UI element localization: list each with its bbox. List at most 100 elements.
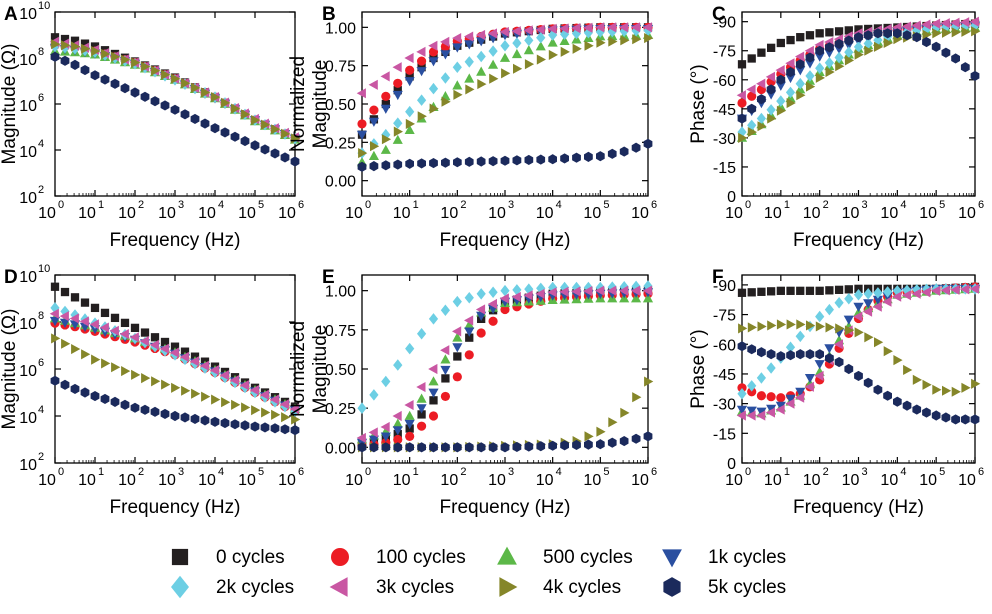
x-tick-label: 10 <box>393 472 411 489</box>
data-point <box>854 370 863 381</box>
x-tick-exponent: 3 <box>178 466 184 478</box>
data-point <box>291 133 301 144</box>
legend-item: 3k cycles <box>329 577 454 598</box>
data-point <box>160 337 170 347</box>
series-group <box>356 22 654 172</box>
panel-c: C10 0 10 1 10 2 10 3 10 4 10 5 10 60-15-30-45-60-75-9… <box>688 4 984 251</box>
x-tick-exponent: 2 <box>460 199 466 211</box>
data-point <box>161 379 171 390</box>
data-point <box>369 442 379 453</box>
data-point <box>524 283 534 295</box>
data-point <box>100 308 110 318</box>
data-point <box>416 56 427 66</box>
x-tick-label: 10 <box>238 205 256 222</box>
data-point <box>405 72 414 81</box>
data-point <box>941 47 951 58</box>
data-point <box>357 161 367 172</box>
data-point <box>140 404 150 415</box>
data-point <box>824 303 834 316</box>
data-point <box>121 54 131 65</box>
data-point <box>210 123 220 134</box>
data-point <box>548 281 558 294</box>
data-point <box>90 391 100 402</box>
data-point <box>815 349 824 360</box>
x-tick-exponent: 4 <box>900 466 906 478</box>
data-point <box>796 319 806 330</box>
data-point <box>81 349 91 360</box>
data-point <box>595 22 605 33</box>
data-point <box>499 293 509 304</box>
data-point <box>960 17 970 28</box>
data-point <box>70 309 80 321</box>
data-point <box>240 136 250 147</box>
data-point <box>824 344 835 354</box>
data-point <box>901 21 911 32</box>
x-tick-exponent: 5 <box>939 199 945 211</box>
data-point <box>464 327 475 337</box>
y-tick-exponent: 8 <box>38 46 44 58</box>
data-point <box>130 323 140 333</box>
data-point <box>111 362 121 373</box>
x-tick-exponent: 3 <box>862 199 868 211</box>
data-point <box>844 285 853 294</box>
data-point <box>251 115 261 126</box>
y-tick-label: 10 <box>19 98 37 115</box>
data-point <box>815 321 825 332</box>
y-axis-label: Normalized <box>288 321 309 417</box>
data-point <box>464 156 474 167</box>
data-point <box>120 318 130 328</box>
series-5k-cycles <box>357 138 653 172</box>
data-point <box>796 90 806 101</box>
y-tick-label: 10 <box>19 6 37 23</box>
data-point <box>796 33 805 42</box>
x-tick-exponent: 2 <box>460 466 466 478</box>
data-point <box>785 86 796 99</box>
data-point <box>49 308 59 319</box>
x-tick-label: 10 <box>440 205 458 222</box>
data-point <box>393 442 403 453</box>
data-point <box>464 442 474 453</box>
panel-f: F10 0 10 1 10 2 10 3 10 4 10 5 10 60-15-30-45-60-75-9… <box>688 267 984 518</box>
x-tick-exponent: 4 <box>900 199 906 211</box>
y-tick-exponent: 6 <box>38 357 44 369</box>
x-axis-label: Frequency (Hz) <box>440 230 571 251</box>
data-point <box>583 281 593 294</box>
data-point <box>160 408 170 419</box>
data-point <box>844 46 854 58</box>
x-tick-label: 10 <box>278 472 296 489</box>
x-tick-exponent: 1 <box>413 199 419 211</box>
data-point <box>475 304 486 315</box>
data-point <box>824 48 835 58</box>
data-point <box>882 296 892 307</box>
data-point <box>795 349 805 360</box>
data-point <box>607 22 617 33</box>
data-point <box>190 413 200 424</box>
x-axis-label: Frequency (Hz) <box>110 230 241 251</box>
data-point <box>453 352 462 361</box>
data-point <box>100 393 110 404</box>
data-point <box>931 41 941 52</box>
x-tick-label: 10 <box>919 472 937 489</box>
series-5k-cycles <box>737 28 980 124</box>
data-point <box>922 407 931 418</box>
data-point <box>241 109 251 120</box>
data-point <box>500 155 510 166</box>
data-point <box>825 42 834 53</box>
data-point <box>201 87 211 98</box>
data-point <box>230 131 240 142</box>
data-point <box>921 287 931 298</box>
data-point <box>440 304 450 316</box>
data-point <box>51 39 61 50</box>
data-point <box>260 422 270 433</box>
data-point <box>961 382 971 393</box>
data-point <box>59 318 71 328</box>
data-point <box>500 442 510 453</box>
data-point <box>441 157 450 168</box>
legend-marker <box>662 549 682 568</box>
data-point <box>70 293 80 302</box>
data-point <box>80 39 90 48</box>
data-point <box>488 442 498 453</box>
data-point <box>825 67 835 78</box>
x-tick-label: 10 <box>880 472 898 489</box>
data-point <box>416 404 427 414</box>
